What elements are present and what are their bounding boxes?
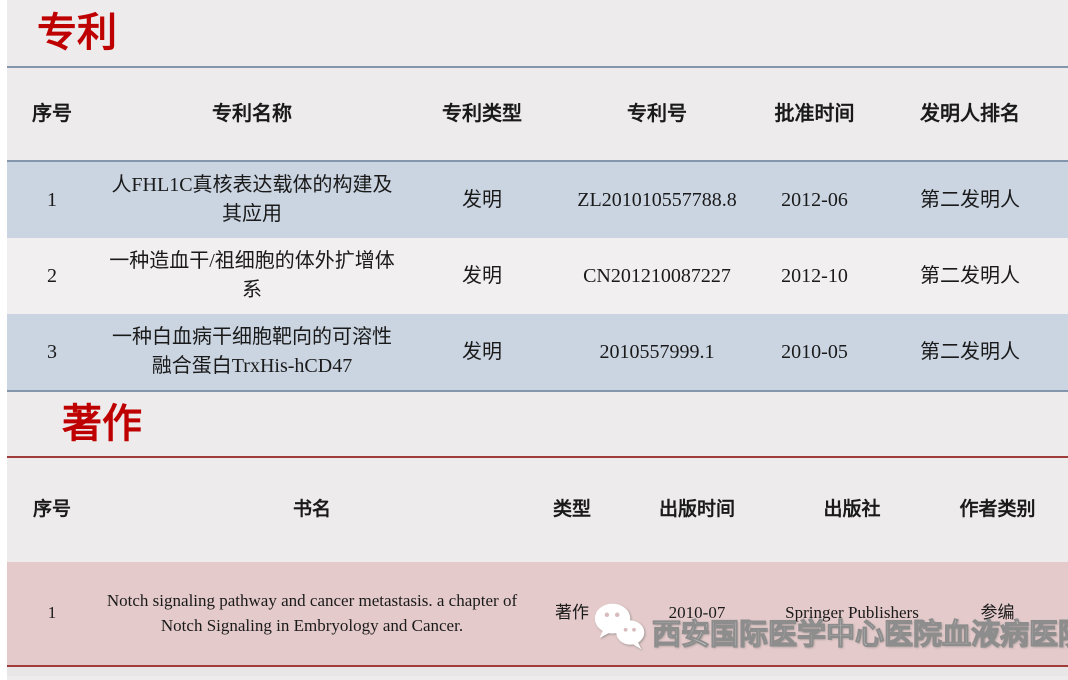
- cell-patent-name: 人FHL1C真核表达载体的构建及其应用: [111, 174, 393, 225]
- cell-no: 1: [47, 603, 57, 623]
- cell-patent-number: ZL201010557788.8: [577, 188, 737, 211]
- col-header-patent-number: 专利号: [627, 102, 687, 125]
- cell-patent-type: 发明: [462, 340, 502, 363]
- col-header-inventor-rank: 发明人排名: [920, 102, 1020, 125]
- col-header-author-role: 作者类别: [959, 499, 1036, 521]
- table-row: 1 Notch signaling pathway and cancer met…: [7, 562, 1068, 667]
- table-row: 3 一种白血病干细胞靶向的可溶性融合蛋白TrxHis-hCD47 发明 2010…: [7, 314, 1068, 392]
- bottom-strip: [7, 667, 1068, 676]
- books-section-header: 著作: [7, 392, 1068, 458]
- table-row: 2 一种造血干/祖细胞的体外扩增体系 发明 CN201210087227 201…: [7, 238, 1068, 314]
- col-header-patent-type: 专利类型: [442, 102, 522, 125]
- cell-approval-date: 2012-10: [781, 264, 848, 287]
- cell-no: 3: [47, 340, 57, 363]
- books-title: 著作: [62, 402, 142, 446]
- cell-approval-date: 2010-05: [781, 340, 848, 363]
- patents-title: 专利: [37, 11, 117, 55]
- cell-publish-date: 2010-07: [668, 603, 726, 623]
- col-header-approval-date: 批准时间: [774, 102, 855, 125]
- cell-patent-type: 发明: [462, 264, 502, 287]
- cell-patent-number: CN201210087227: [583, 264, 731, 287]
- cell-inventor-rank: 第二发明人: [920, 264, 1020, 287]
- document-page: 专利 序号 专利名称 专利类型 专利号 批准时间 发明人排名 1 人FHL1C真…: [7, 0, 1068, 680]
- col-header-no: 序号: [32, 102, 72, 125]
- col-header-publish-date: 出版时间: [658, 499, 735, 521]
- cell-patent-name: 一种造血干/祖细胞的体外扩增体系: [109, 250, 395, 301]
- books-table: 序号 书名 类型 出版时间 出版社 作者类别 1 Notch signaling…: [7, 458, 1068, 667]
- col-header-publisher: 出版社: [823, 499, 881, 521]
- books-header-row: 序号 书名 类型 出版时间 出版社 作者类别: [7, 458, 1068, 562]
- col-header-book-type: 类型: [552, 499, 591, 521]
- cell-book-type: 著作: [555, 603, 589, 623]
- table-row: 1 人FHL1C真核表达载体的构建及其应用 发明 ZL201010557788.…: [7, 162, 1068, 238]
- cell-patent-number: 2010557999.1: [599, 340, 715, 363]
- cell-book-name: Notch signaling pathway and cancer metas…: [106, 590, 518, 635]
- cell-no: 1: [47, 188, 57, 211]
- cell-no: 2: [47, 264, 57, 287]
- col-header-book-name: 书名: [292, 499, 331, 521]
- cell-approval-date: 2012-06: [781, 188, 848, 211]
- patents-header-row: 序号 专利名称 专利类型 专利号 批准时间 发明人排名: [7, 68, 1068, 162]
- cell-publisher: Springer Publishers: [785, 603, 919, 623]
- patents-table: 序号 专利名称 专利类型 专利号 批准时间 发明人排名 1 人FHL1C真核表达…: [7, 68, 1068, 392]
- cell-patent-name: 一种白血病干细胞靶向的可溶性融合蛋白TrxHis-hCD47: [112, 326, 392, 377]
- col-header-patent-name: 专利名称: [212, 102, 292, 125]
- cell-inventor-rank: 第二发明人: [920, 340, 1020, 363]
- cell-author-role: 参编: [980, 603, 1015, 623]
- patents-section-header: 专利: [7, 0, 1068, 68]
- cell-inventor-rank: 第二发明人: [920, 188, 1020, 211]
- col-header-no: 序号: [32, 499, 71, 521]
- cell-patent-type: 发明: [462, 188, 502, 211]
